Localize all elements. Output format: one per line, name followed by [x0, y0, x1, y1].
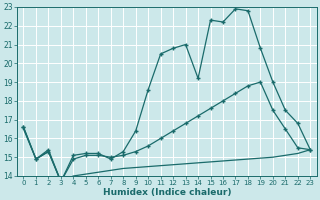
X-axis label: Humidex (Indice chaleur): Humidex (Indice chaleur)	[103, 188, 231, 197]
